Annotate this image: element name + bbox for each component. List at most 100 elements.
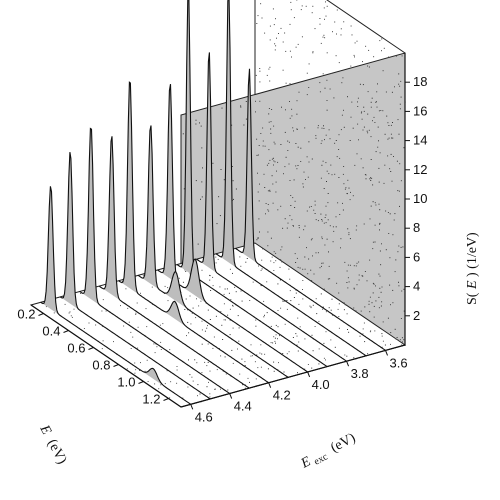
grid-dot [382, 70, 384, 72]
grid-dot [302, 289, 303, 290]
grid-dot [312, 5, 314, 7]
grid-dot [304, 225, 306, 227]
grid-dot [204, 330, 206, 332]
grid-dot [370, 330, 372, 332]
grid-dot [298, 227, 300, 229]
grid-dot [322, 160, 324, 162]
grid-dot [293, 130, 294, 132]
grid-dot [350, 25, 352, 27]
grid-dot [295, 333, 297, 335]
grid-dot [366, 280, 368, 282]
grid-dot [270, 260, 272, 262]
grid-dot [353, 307, 355, 309]
grid-dot [137, 347, 139, 349]
grid-dot [156, 346, 158, 348]
grid-dot [374, 241, 376, 243]
grid-dot [289, 278, 291, 280]
x-tick [138, 381, 144, 384]
grid-dot [126, 368, 128, 370]
grid-dot [359, 335, 361, 337]
grid-dot [275, 18, 276, 20]
grid-dot [311, 12, 313, 14]
grid-dot [277, 209, 279, 211]
grid-dot [163, 293, 165, 294]
grid-dot [273, 370, 275, 372]
z-tick-label: 2 [413, 308, 420, 323]
grid-dot [334, 173, 336, 175]
grid-dot [237, 315, 239, 317]
grid-dot [269, 39, 271, 41]
grid-dot [320, 293, 322, 295]
grid-dot [257, 237, 259, 239]
x-tick [63, 330, 69, 333]
grid-dot [295, 262, 297, 263]
grid-dot [101, 310, 103, 312]
grid-dot [241, 300, 243, 302]
grid-dot [319, 18, 321, 19]
grid-dot [277, 338, 278, 340]
grid-dot [273, 262, 275, 264]
grid-dot [275, 252, 277, 254]
grid-dot [273, 125, 275, 127]
z-tick-label: 18 [413, 74, 427, 89]
grid-dot [207, 343, 209, 345]
grid-dot [333, 230, 335, 232]
grid-dot [401, 337, 403, 339]
grid-dot [135, 369, 137, 371]
grid-dot [176, 369, 178, 371]
grid-dot [275, 45, 277, 47]
grid-dot [309, 305, 311, 307]
grid-dot [302, 268, 304, 270]
grid-dot [162, 323, 164, 325]
grid-dot [264, 187, 266, 188]
grid-dot [311, 334, 313, 336]
grid-dot [282, 41, 284, 43]
grid-dot [304, 268, 306, 270]
grid-dot [285, 156, 287, 158]
grid-dot [194, 359, 196, 361]
grid-dot [260, 285, 262, 287]
grid-dot [375, 300, 377, 302]
y-tick-label: 4.6 [195, 409, 213, 424]
grid-dot [326, 79, 328, 81]
grid-dot [315, 252, 317, 254]
grid-dot [201, 343, 203, 345]
grid-dot [368, 129, 370, 131]
grid-dot [262, 248, 263, 250]
grid-dot [356, 225, 358, 227]
grid-dot [276, 37, 277, 39]
grid-dot [283, 301, 285, 302]
grid-dot [387, 122, 389, 124]
z-tick-label: 10 [413, 191, 427, 206]
grid-dot [274, 143, 276, 145]
grid-dot [296, 0, 298, 1]
grid-dot [401, 341, 403, 343]
grid-dot [207, 361, 209, 363]
grid-dot [273, 24, 275, 26]
grid-dot [398, 281, 399, 283]
grid-dot [343, 126, 345, 128]
grid-dot [321, 164, 323, 166]
grid-dot [342, 202, 343, 204]
grid-dot [280, 259, 282, 261]
grid-dot [113, 341, 114, 343]
grid-dot [191, 376, 193, 378]
grid-dot [298, 91, 300, 93]
grid-dot [382, 340, 384, 342]
grid-dot [358, 274, 360, 276]
grid-dot [389, 213, 391, 215]
grid-dot [369, 331, 371, 333]
grid-dot [362, 328, 364, 330]
grid-dot [263, 173, 265, 175]
grid-dot [338, 327, 340, 329]
grid-dot [218, 196, 220, 198]
grid-dot [298, 236, 300, 238]
grid-dot [376, 106, 378, 108]
grid-dot [389, 168, 391, 170]
grid-dot [239, 373, 241, 375]
grid-dot [243, 124, 245, 126]
grid-dot [195, 123, 197, 125]
grid-dot [376, 101, 377, 103]
grid-dot [329, 278, 331, 280]
grid-dot [231, 124, 233, 126]
